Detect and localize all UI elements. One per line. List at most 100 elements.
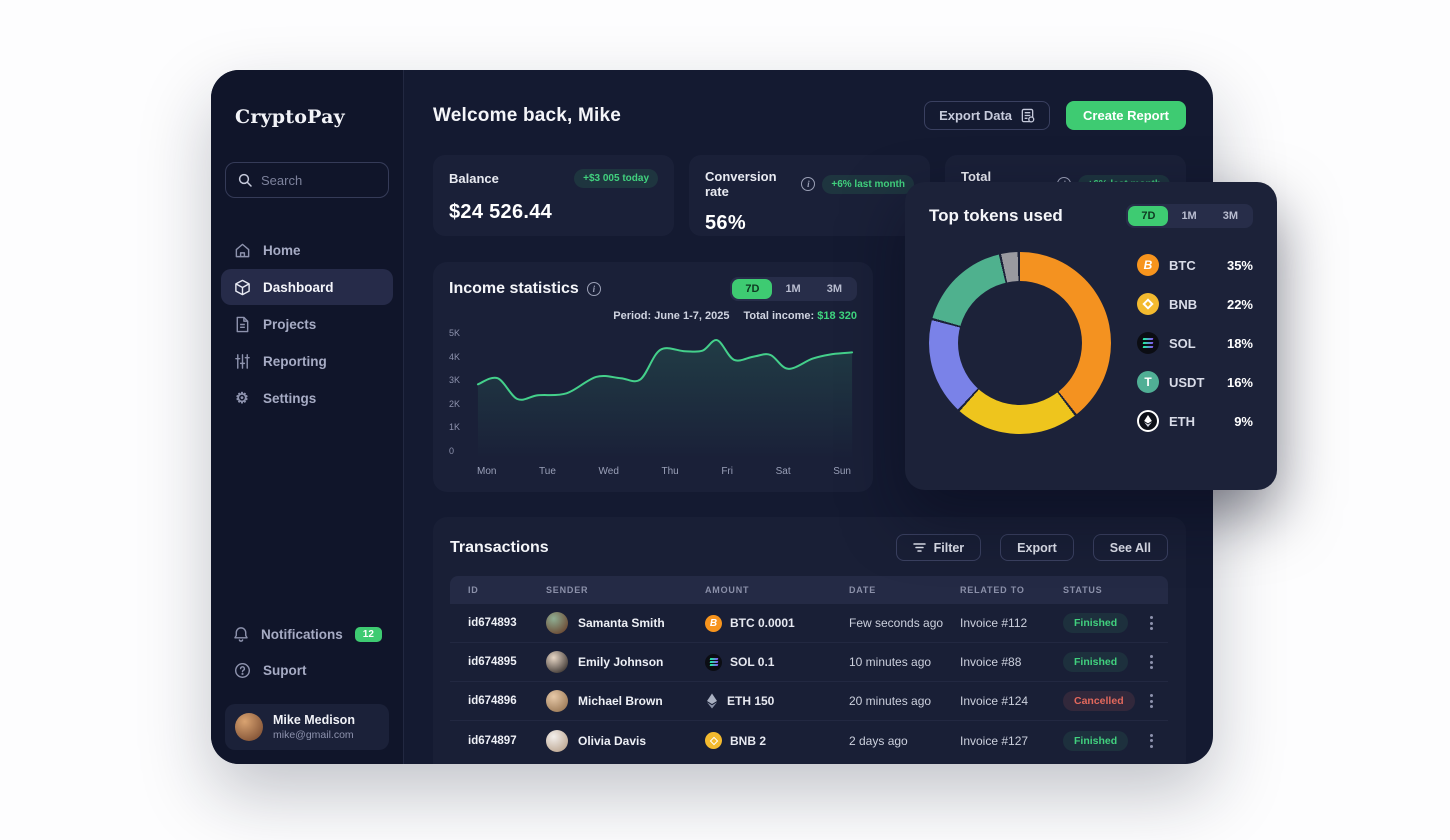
sidebar-item-reporting[interactable]: Reporting bbox=[221, 343, 393, 379]
table-row[interactable]: id674897 Olivia Davis BNB 2 2 days ago I… bbox=[450, 721, 1168, 760]
transaction-id: id674897 bbox=[468, 734, 517, 747]
status-badge: Finished bbox=[1063, 652, 1129, 672]
token-percent: 35% bbox=[1226, 257, 1253, 273]
table-row[interactable]: id674896 Michael Brown ETH 150 20 minute… bbox=[450, 682, 1168, 721]
profile-email: mike@gmail.com bbox=[273, 729, 354, 741]
sidebar-item-home[interactable]: Home bbox=[221, 232, 393, 268]
amount-text: BTC 0.0001 bbox=[730, 616, 795, 630]
search-field[interactable] bbox=[261, 172, 376, 188]
sidebar-item-projects[interactable]: Projects bbox=[221, 306, 393, 342]
see-all-button[interactable]: See All bbox=[1092, 534, 1168, 561]
transaction-date: 20 minutes ago bbox=[849, 694, 932, 708]
tab-3m[interactable]: 3M bbox=[826, 283, 842, 295]
token-percent: 16% bbox=[1226, 374, 1253, 390]
sidebar-item-label: Projects bbox=[263, 316, 317, 332]
related-invoice: Invoice #112 bbox=[960, 616, 1028, 630]
x-tick: Sun bbox=[833, 466, 851, 477]
table-row[interactable]: id674895 Emily Johnson SOL 0.1 10 minute… bbox=[450, 643, 1168, 682]
table-body: id674893 Samanta Smith B BTC 0.0001 Few … bbox=[450, 604, 1168, 760]
balance-change-badge: +$3 005 today bbox=[574, 169, 658, 188]
avatar bbox=[546, 651, 568, 673]
bell-icon bbox=[233, 626, 249, 643]
tokens-legend: B BTC 35% BNB 22% SOL 18% T USDT 1 bbox=[1137, 254, 1253, 432]
btc-icon: B bbox=[705, 614, 722, 632]
y-tick: 1K bbox=[449, 422, 461, 433]
sol-icon bbox=[1137, 332, 1159, 354]
sidebar-item-settings[interactable]: ⚙ Settings bbox=[221, 380, 393, 416]
notifications-count-badge: 12 bbox=[354, 626, 382, 642]
table-row[interactable]: id674893 Samanta Smith B BTC 0.0001 Few … bbox=[450, 604, 1168, 643]
legend-item-btc: B BTC 35% bbox=[1137, 254, 1253, 276]
profile-name: Mike Medison bbox=[273, 713, 355, 727]
page-title: Welcome back, Mike bbox=[433, 104, 622, 126]
balance-label: Balance bbox=[449, 171, 499, 186]
row-menu-icon[interactable] bbox=[1147, 652, 1156, 672]
help-icon bbox=[233, 662, 251, 679]
tab-7d[interactable]: 7D bbox=[732, 279, 773, 299]
tab-3m[interactable]: 3M bbox=[1222, 210, 1238, 222]
sidebar-nav: Home Dashboard Projects Reporting ⚙ Sett… bbox=[211, 232, 403, 416]
line-chart-plot bbox=[473, 326, 857, 464]
info-icon[interactable]: i bbox=[586, 282, 601, 296]
x-tick: Sat bbox=[775, 466, 791, 477]
btc-icon: B bbox=[1137, 254, 1159, 276]
period-label: Period: June 1-7, 2025 bbox=[613, 310, 730, 322]
row-menu-icon[interactable] bbox=[1147, 613, 1156, 633]
total-income-value: $18 320 bbox=[817, 310, 857, 322]
x-tick: Wed bbox=[598, 466, 619, 477]
tab-1m[interactable]: 1M bbox=[785, 283, 801, 295]
sidebar-item-notifications[interactable]: Notifications 12 bbox=[221, 616, 393, 652]
row-menu-icon[interactable] bbox=[1147, 731, 1156, 751]
status-badge: Finished bbox=[1063, 730, 1129, 751]
x-tick: Thu bbox=[661, 466, 679, 477]
profile-card[interactable]: Mike Medison mike@gmail.com bbox=[225, 704, 389, 750]
filter-button[interactable]: Filter bbox=[895, 534, 982, 561]
top-tokens-panel: Top tokens used 7D 1M 3M B BTC 35% BNB 2… bbox=[905, 182, 1277, 490]
gear-icon: ⚙ bbox=[235, 390, 249, 407]
export-data-button[interactable]: Export Data bbox=[924, 101, 1051, 130]
bnb-icon bbox=[1137, 293, 1159, 315]
amount-text: ETH 150 bbox=[727, 694, 775, 708]
y-tick: 5K bbox=[449, 328, 461, 338]
table-header-row: ID SENDER AMOUNT DATE RELATED TO STATUS bbox=[450, 576, 1168, 604]
sidebar-item-label: Home bbox=[263, 242, 301, 258]
avatar bbox=[546, 612, 568, 634]
legend-item-eth: ETH 9% bbox=[1137, 410, 1253, 432]
sender-name: Samanta Smith bbox=[578, 616, 665, 630]
sender-name: Michael Brown bbox=[578, 694, 663, 708]
income-statistics-card: Income statistics i 7D 1M 3M Period: Jun… bbox=[433, 262, 873, 492]
search-input[interactable] bbox=[225, 162, 389, 198]
avatar bbox=[546, 690, 568, 712]
transaction-date: 10 minutes ago bbox=[849, 655, 932, 669]
related-invoice: Invoice #124 bbox=[960, 694, 1029, 708]
income-statistics-title: Income statistics bbox=[449, 280, 579, 297]
token-percent: 9% bbox=[1234, 413, 1253, 429]
bnb-icon bbox=[705, 732, 722, 749]
column-header-sender: SENDER bbox=[546, 585, 589, 595]
transactions-table: ID SENDER AMOUNT DATE RELATED TO STATUS … bbox=[450, 576, 1168, 760]
create-report-button[interactable]: Create Report bbox=[1066, 101, 1186, 130]
amount-text: SOL 0.1 bbox=[730, 655, 775, 669]
sidebar-item-support[interactable]: Suport bbox=[221, 652, 393, 688]
amount-text: BNB 2 bbox=[730, 733, 767, 748]
transactions-title: Transactions bbox=[450, 538, 549, 556]
tab-7d[interactable]: 7D bbox=[1128, 206, 1169, 226]
token-name: SOL bbox=[1169, 335, 1196, 351]
tab-1m[interactable]: 1M bbox=[1181, 210, 1197, 222]
income-range-tabs: 7D 1M 3M bbox=[730, 277, 857, 301]
info-icon[interactable]: i bbox=[801, 177, 816, 191]
profile-info: Mike Medison mike@gmail.com bbox=[273, 713, 355, 741]
related-invoice: Invoice #127 bbox=[960, 733, 1029, 748]
filter-icon bbox=[912, 542, 926, 553]
income-line-chart: 5K 4K 3K 2K 1K 0 bbox=[449, 326, 857, 464]
row-menu-icon[interactable] bbox=[1147, 691, 1156, 711]
conversion-rate-label: Conversion rate bbox=[705, 169, 777, 199]
x-tick: Fri bbox=[721, 466, 733, 477]
sidebar-bottom: Notifications 12 Suport Mike Medison mik… bbox=[211, 616, 403, 764]
export-button[interactable]: Export bbox=[1000, 534, 1074, 561]
total-income-label: Total income: bbox=[743, 310, 815, 322]
sidebar-item-dashboard[interactable]: Dashboard bbox=[221, 269, 393, 305]
export-data-label: Export Data bbox=[939, 108, 1013, 123]
cube-icon bbox=[233, 279, 251, 296]
